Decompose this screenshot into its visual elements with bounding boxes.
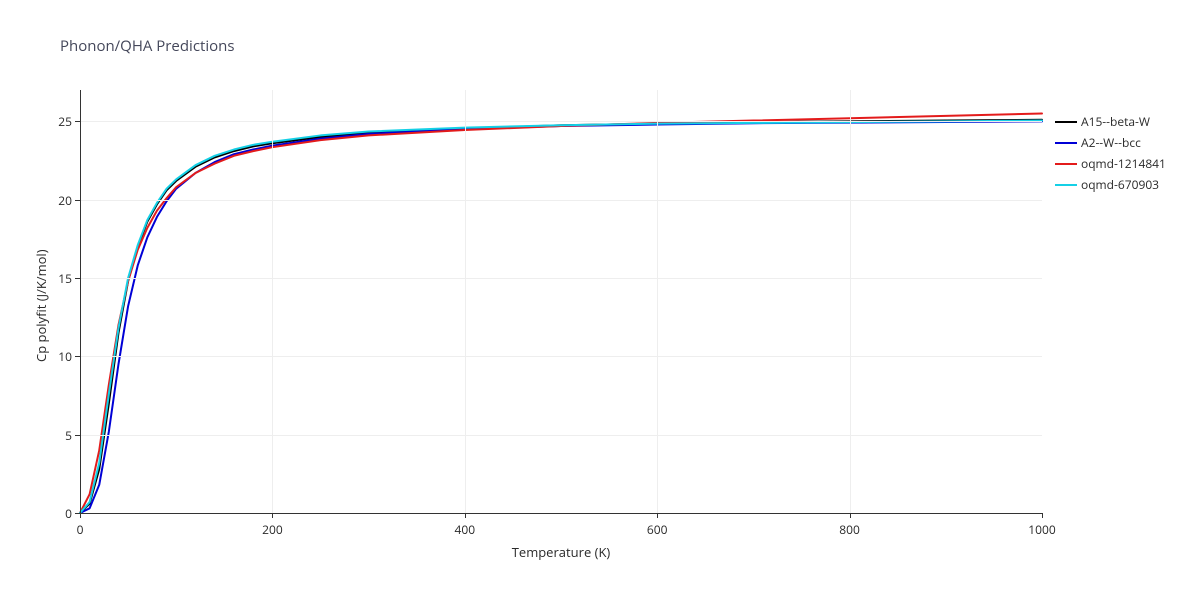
legend-entry-0[interactable]: A15--beta-W <box>1055 113 1166 130</box>
x-tick-label: 400 <box>455 521 476 538</box>
legend-label: A2--W--bcc <box>1081 134 1141 151</box>
series-line-1[interactable] <box>80 121 1042 513</box>
y-axis-title: Cp polyfit (J/K/mol) <box>32 249 50 362</box>
x-axis-line <box>80 513 1042 514</box>
x-tick-mark <box>272 513 273 518</box>
legend-label: oqmd-670903 <box>1081 176 1159 193</box>
x-tick-label: 800 <box>839 521 860 538</box>
legend-entry-1[interactable]: A2--W--bcc <box>1055 134 1166 151</box>
y-axis-line <box>80 90 81 513</box>
legend-swatch <box>1055 163 1077 165</box>
gridline-vertical <box>657 90 658 513</box>
series-line-2[interactable] <box>80 114 1042 514</box>
legend-swatch <box>1055 184 1077 186</box>
legend-entry-2[interactable]: oqmd-1214841 <box>1055 155 1166 172</box>
chart-title: Phonon/QHA Predictions <box>60 36 235 56</box>
y-tick-mark <box>75 513 80 514</box>
x-tick-mark <box>850 513 851 518</box>
y-tick-mark <box>75 278 80 279</box>
y-tick-label: 0 <box>65 505 72 522</box>
gridline-horizontal <box>80 278 1042 279</box>
y-tick-label: 15 <box>58 270 72 287</box>
x-tick-mark <box>465 513 466 518</box>
gridline-vertical <box>850 90 851 513</box>
y-tick-label: 20 <box>58 192 72 209</box>
y-tick-mark <box>75 200 80 201</box>
legend-swatch <box>1055 121 1077 123</box>
series-line-0[interactable] <box>80 120 1042 513</box>
legend-swatch <box>1055 142 1077 144</box>
x-tick-label: 1000 <box>1028 521 1055 538</box>
gridline-vertical <box>272 90 273 513</box>
legend: A15--beta-W A2--W--bcc oqmd-1214841 oqmd-67… <box>1055 113 1166 197</box>
legend-entry-3[interactable]: oqmd-670903 <box>1055 176 1166 193</box>
y-tick-mark <box>75 356 80 357</box>
y-tick-label: 25 <box>58 113 72 130</box>
legend-label: oqmd-1214841 <box>1081 155 1166 172</box>
x-tick-label: 200 <box>262 521 283 538</box>
x-tick-mark <box>657 513 658 518</box>
gridline-vertical <box>465 90 466 513</box>
legend-label: A15--beta-W <box>1081 113 1150 130</box>
series-line-3[interactable] <box>80 121 1042 513</box>
gridline-horizontal <box>80 200 1042 201</box>
gridline-horizontal <box>80 435 1042 436</box>
x-tick-label: 0 <box>77 521 84 538</box>
y-tick-label: 5 <box>65 427 72 444</box>
gridline-horizontal <box>80 356 1042 357</box>
x-tick-mark <box>80 513 81 518</box>
y-tick-label: 10 <box>58 348 72 365</box>
series-lines <box>80 90 1042 513</box>
plot-area[interactable]: 02004006008001000 <box>80 90 1042 513</box>
y-tick-mark <box>75 121 80 122</box>
x-tick-mark <box>1042 513 1043 518</box>
x-axis-title: Temperature (K) <box>501 543 621 561</box>
chart-container: Phonon/QHA Predictions 02004006008001000… <box>0 0 1200 600</box>
x-tick-label: 600 <box>647 521 668 538</box>
gridline-horizontal <box>80 121 1042 122</box>
y-tick-mark <box>75 435 80 436</box>
